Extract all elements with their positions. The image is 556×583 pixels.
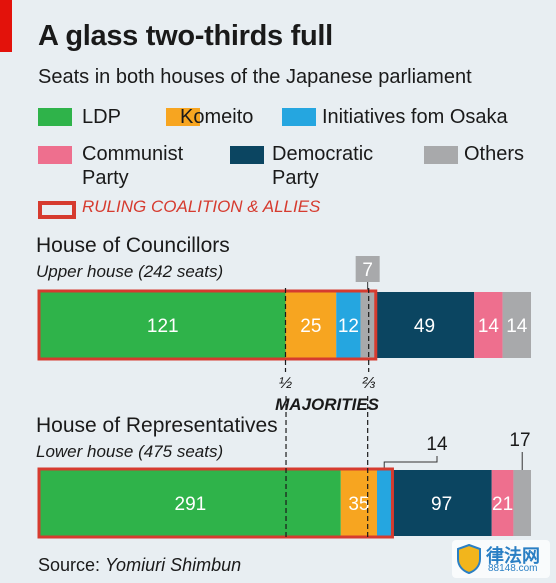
callout-label-representatives-2: 14 bbox=[426, 434, 448, 455]
lower-house-subtitle: Lower house (475 seats) bbox=[36, 442, 224, 461]
data-label-councillors-6: 14 bbox=[506, 316, 528, 337]
bar-representatives-communist-4 bbox=[491, 470, 514, 536]
bar-representatives-osaka-2 bbox=[376, 470, 392, 536]
shield-icon bbox=[457, 544, 481, 574]
data-label-representatives-0: 291 bbox=[175, 494, 207, 515]
data-label-councillors-4: 49 bbox=[414, 316, 435, 337]
bar-councillors-osaka-2 bbox=[336, 292, 361, 358]
legend-swatch-osaka bbox=[282, 108, 316, 126]
bar-councillors-ldp-0 bbox=[40, 292, 286, 358]
chart-subtitle: Seats in both houses of the Japanese par… bbox=[38, 66, 472, 88]
data-label-councillors-2: 12 bbox=[338, 316, 359, 337]
legend-label-communist-2: Party bbox=[82, 167, 129, 189]
callout-label-councillors-3: 7 bbox=[362, 260, 373, 281]
upper-house-title: House of Councillors bbox=[36, 234, 230, 257]
bar-councillors-komeito-1 bbox=[285, 292, 337, 358]
callout-box-councillors-3 bbox=[355, 256, 380, 282]
bar-councillors-communist-5 bbox=[474, 292, 503, 358]
data-label-representatives-4: 21 bbox=[492, 494, 513, 515]
two-thirds-majority-label: ⅔ bbox=[362, 375, 376, 392]
ruling-outline-councillors bbox=[37, 289, 378, 361]
bar-representatives-komeito-1 bbox=[340, 470, 377, 536]
watermark-sub: 88148.com bbox=[488, 563, 538, 574]
data-label-representatives-3: 97 bbox=[431, 494, 452, 515]
legend-label-ldp: LDP bbox=[82, 106, 121, 128]
ruling-outline-representatives bbox=[37, 467, 394, 539]
legend-label-others: Others bbox=[464, 143, 525, 165]
bar-representatives-ldp-0 bbox=[40, 470, 341, 536]
data-label-representatives-1: 35 bbox=[348, 494, 369, 515]
legend-swatch-communist bbox=[38, 146, 72, 164]
callout-label-representatives-5: 17 bbox=[509, 430, 530, 451]
data-label-councillors-5: 14 bbox=[478, 316, 500, 337]
legend: LDP Komeito Initiatives fom Osaka Commun… bbox=[38, 104, 548, 224]
legend-label-ruling: RULING COALITION & ALLIES bbox=[82, 197, 321, 216]
legend-label-komeito: Komeito bbox=[180, 106, 254, 128]
source-prefix: Source: bbox=[38, 555, 106, 575]
legend-swatch-ldp bbox=[38, 108, 72, 126]
bar-representatives-democratic-3 bbox=[391, 470, 492, 536]
source-note: Source: Yomiuri Shimbun bbox=[38, 555, 241, 576]
watermark-text: 律法网 bbox=[486, 546, 540, 566]
legend-label-democratic-2: Party bbox=[272, 167, 319, 189]
legend-label-democratic-1: Democratic bbox=[272, 143, 374, 165]
majorities-label: MAJORITIES bbox=[275, 395, 380, 414]
upper-house-subtitle: Upper house (242 seats) bbox=[36, 262, 224, 281]
callout-line-representatives-2 bbox=[383, 456, 438, 470]
legend-swatch-others bbox=[424, 146, 458, 164]
chart-title: A glass two-thirds full bbox=[38, 20, 333, 52]
bar-representatives-others-5 bbox=[513, 470, 531, 536]
half-majority-label: ½ bbox=[279, 375, 292, 392]
brand-red-tag bbox=[0, 0, 12, 52]
watermark: 律法网 88148.com bbox=[452, 540, 550, 578]
legend-label-osaka: Initiatives fom Osaka bbox=[322, 106, 508, 128]
lower-house-title: House of Representatives bbox=[36, 414, 278, 437]
bar-councillors-democratic-4 bbox=[374, 292, 475, 358]
data-label-councillors-0: 121 bbox=[147, 316, 179, 337]
legend-swatch-ruling bbox=[38, 201, 76, 219]
bar-councillors-others-3 bbox=[360, 292, 375, 358]
legend-label-communist-1: Communist bbox=[82, 143, 184, 165]
bar-councillors-others-6 bbox=[502, 292, 531, 358]
data-label-councillors-1: 25 bbox=[300, 316, 321, 337]
legend-swatch-komeito bbox=[166, 108, 200, 126]
legend-swatch-democratic bbox=[230, 146, 264, 164]
source-name: Yomiuri Shimbun bbox=[105, 555, 242, 575]
